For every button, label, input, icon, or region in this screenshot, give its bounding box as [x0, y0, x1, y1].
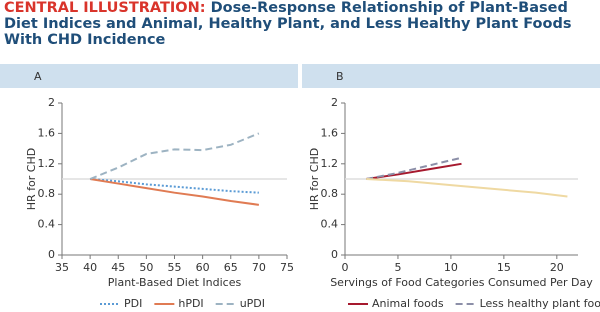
y-tick-label: 1.6: [38, 126, 56, 139]
x-tick-label: 70: [252, 261, 266, 274]
y-tick-label: 2: [48, 96, 55, 109]
y-axis-label: HR for CHD: [25, 148, 38, 210]
series-line: [365, 156, 462, 180]
header-title: Dose-Response Relationship of Plant-Base…: [4, 0, 572, 48]
x-tick-label: 40: [83, 261, 97, 274]
x-axis-label: Servings of Food Categories Consumed Per…: [330, 276, 593, 289]
legend-label: uPDI: [240, 297, 265, 310]
x-tick-label: 45: [111, 261, 125, 274]
series-line: [90, 178, 259, 194]
y-tick-label: 0.8: [321, 187, 339, 200]
x-tick-label: 50: [139, 261, 153, 274]
series-line: [366, 178, 568, 198]
y-tick-label: 0.4: [38, 218, 56, 231]
x-tick-label: 0: [342, 261, 349, 274]
header-label: CENTRAL ILLUSTRATION:: [4, 0, 206, 16]
x-tick-label: 35: [55, 261, 69, 274]
x-axis-label: Plant-Based Diet Indices: [108, 276, 242, 289]
panel-header: [0, 64, 298, 88]
y-tick-label: 1.2: [38, 157, 56, 170]
x-tick-label: 60: [196, 261, 210, 274]
x-tick-label: 5: [394, 261, 401, 274]
x-tick-label: 15: [497, 261, 511, 274]
x-tick-label: 10: [444, 261, 458, 274]
y-tick-label: 1.2: [321, 157, 339, 170]
y-tick-label: 0.8: [38, 187, 56, 200]
x-tick-label: 75: [280, 261, 294, 274]
y-tick-label: 0: [48, 248, 55, 261]
legend-label: PDI: [124, 297, 142, 310]
y-tick-label: 2: [331, 96, 338, 109]
legend-label: hPDI: [178, 297, 203, 310]
y-axis-label: HR for CHD: [308, 148, 321, 210]
series-line: [89, 132, 260, 180]
panel-label: B: [336, 70, 344, 83]
x-tick-label: 65: [224, 261, 238, 274]
header: CENTRAL ILLUSTRATION: Dose-Response Rela…: [4, 0, 594, 48]
panel-header: [302, 64, 600, 88]
x-tick-label: 20: [550, 261, 564, 274]
series-line: [89, 178, 260, 206]
panel-label: A: [34, 70, 42, 83]
y-tick-label: 0.4: [321, 218, 339, 231]
y-tick-label: 0: [331, 248, 338, 261]
x-tick-label: 55: [168, 261, 182, 274]
legend-label: Animal foods: [372, 297, 444, 310]
legend-label: Less healthy plant foods: [480, 297, 600, 310]
y-tick-label: 1.6: [321, 126, 339, 139]
